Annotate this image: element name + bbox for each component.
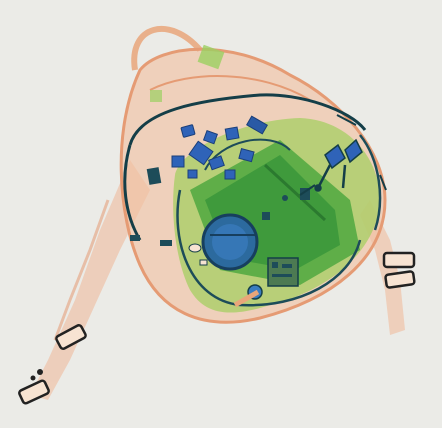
zipper-pulls <box>299 114 387 196</box>
small-items-lower <box>188 243 263 308</box>
right-strap-buckle <box>382 251 416 289</box>
strap-buckle-upper <box>55 324 87 350</box>
electronics-board <box>267 257 299 287</box>
strap-buckle-lower <box>18 369 50 405</box>
top-handle <box>131 25 203 71</box>
dark-items <box>130 167 310 246</box>
keys-cluster <box>314 138 363 192</box>
metal-components <box>171 115 268 180</box>
round-object <box>201 213 259 271</box>
